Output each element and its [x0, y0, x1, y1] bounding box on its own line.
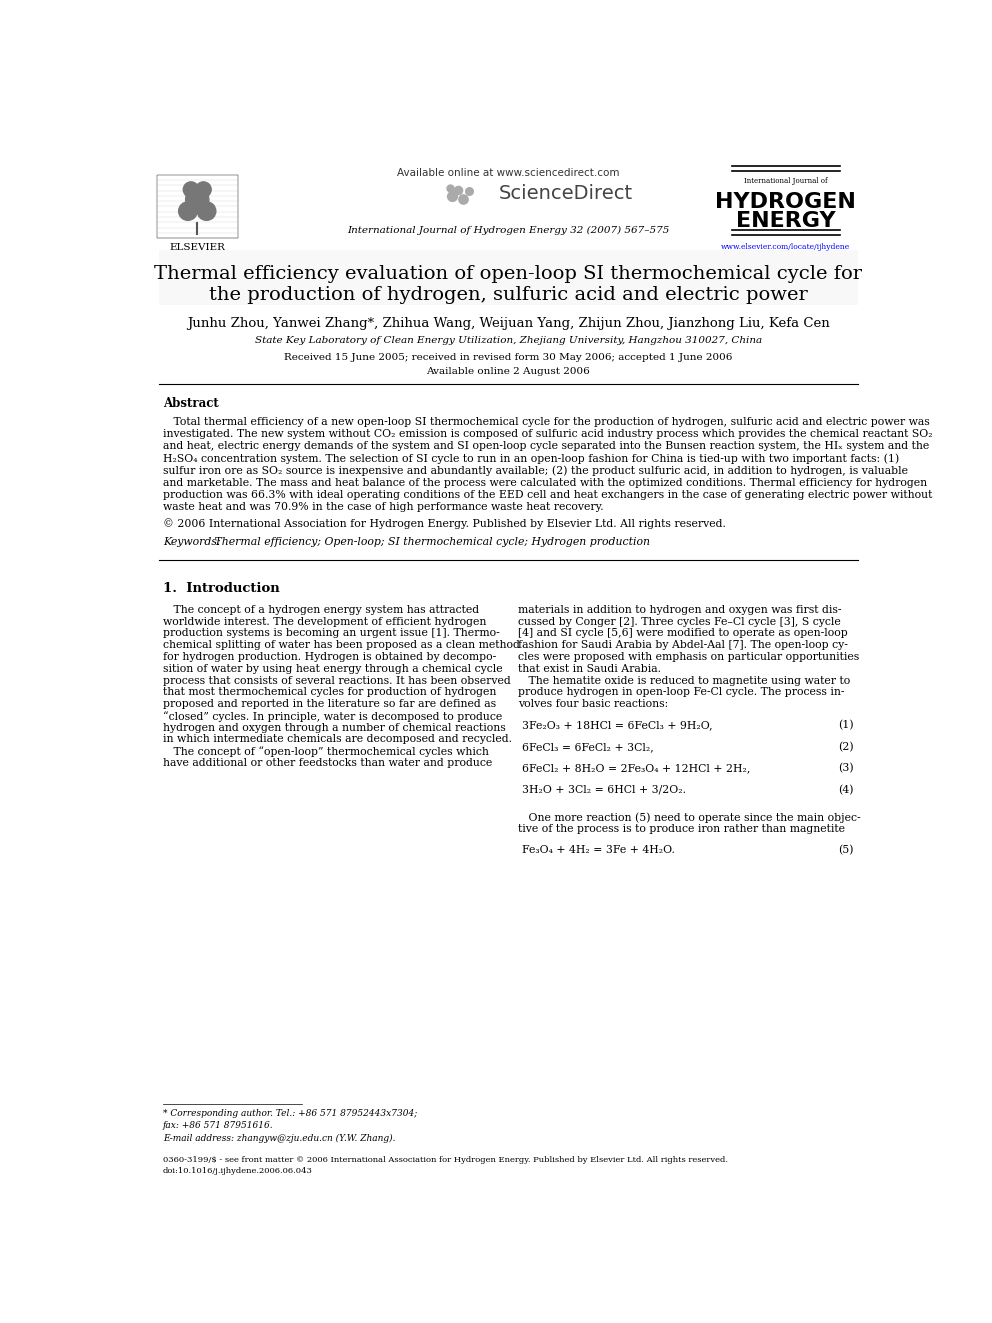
Point — [461, 180, 477, 201]
Text: worldwide interest. The development of efficient hydrogen: worldwide interest. The development of e… — [163, 617, 486, 627]
Text: E-mail address: zhangyw@zju.edu.cn (Y.W. Zhang).: E-mail address: zhangyw@zju.edu.cn (Y.W.… — [163, 1134, 395, 1143]
Text: The concept of “open-loop” thermochemical cycles which: The concept of “open-loop” thermochemica… — [163, 746, 489, 757]
Text: production was 66.3% with ideal operating conditions of the EED cell and heat ex: production was 66.3% with ideal operatin… — [163, 490, 932, 500]
Bar — [159, 250, 858, 306]
Text: 6FeCl₃ = 6FeCl₂ + 3Cl₂,: 6FeCl₃ = 6FeCl₂ + 3Cl₂, — [522, 742, 654, 751]
Text: sulfur iron ore as SO₂ source is inexpensive and abundantly available; (2) the p: sulfur iron ore as SO₂ source is inexpen… — [163, 466, 908, 476]
Text: process that consists of several reactions. It has been observed: process that consists of several reactio… — [163, 676, 511, 685]
Text: have additional or other feedstocks than water and produce: have additional or other feedstocks than… — [163, 758, 492, 769]
Text: (5): (5) — [838, 845, 854, 856]
Text: State Key Laboratory of Clean Energy Utilization, Zhejiang University, Hangzhou : State Key Laboratory of Clean Energy Uti… — [255, 336, 762, 345]
Text: www.elsevier.com/locate/ijhydene: www.elsevier.com/locate/ijhydene — [721, 243, 850, 251]
Text: for hydrogen production. Hydrogen is obtained by decompo-: for hydrogen production. Hydrogen is obt… — [163, 652, 496, 662]
Text: and heat, electric energy demands of the system and SI open-loop cycle separated: and heat, electric energy demands of the… — [163, 441, 929, 451]
Text: chemical splitting of water has been proposed as a clean method: chemical splitting of water has been pro… — [163, 640, 520, 650]
Text: Available online at www.sciencedirect.com: Available online at www.sciencedirect.co… — [397, 168, 620, 179]
Text: (2): (2) — [838, 742, 854, 751]
Text: waste heat and was 70.9% in the case of high performance waste heat recovery.: waste heat and was 70.9% in the case of … — [163, 501, 603, 512]
Text: that most thermochemical cycles for production of hydrogen: that most thermochemical cycles for prod… — [163, 688, 496, 697]
Text: hydrogen and oxygen through a number of chemical reactions: hydrogen and oxygen through a number of … — [163, 722, 506, 733]
Text: [4] and SI cycle [5,6] were modified to operate as open-loop: [4] and SI cycle [5,6] were modified to … — [518, 628, 848, 639]
Text: materials in addition to hydrogen and oxygen was first dis-: materials in addition to hydrogen and ox… — [518, 605, 841, 615]
Text: investigated. The new system without CO₂ emission is composed of sulfuric acid i: investigated. The new system without CO₂… — [163, 429, 932, 439]
Text: doi:10.1016/j.ijhydene.2006.06.043: doi:10.1016/j.ijhydene.2006.06.043 — [163, 1167, 312, 1175]
Point — [443, 185, 459, 206]
Text: in which intermediate chemicals are decomposed and recycled.: in which intermediate chemicals are deco… — [163, 734, 512, 745]
Text: © 2006 International Association for Hydrogen Energy. Published by Elsevier Ltd.: © 2006 International Association for Hyd… — [163, 519, 725, 529]
Text: (4): (4) — [838, 785, 854, 795]
Point — [455, 188, 471, 209]
Text: the production of hydrogen, sulfuric acid and electric power: the production of hydrogen, sulfuric aci… — [209, 286, 807, 304]
Text: volves four basic reactions:: volves four basic reactions: — [518, 699, 669, 709]
Text: (3): (3) — [838, 763, 854, 774]
Circle shape — [197, 202, 216, 221]
Text: One more reaction (5) need to operate since the main objec-: One more reaction (5) need to operate si… — [518, 812, 861, 823]
Text: * Corresponding author. Tel.: +86 571 87952443x7304;: * Corresponding author. Tel.: +86 571 87… — [163, 1109, 417, 1118]
Text: proposed and reported in the literature so far are defined as: proposed and reported in the literature … — [163, 699, 496, 709]
Text: International Journal of Hydrogen Energy 32 (2007) 567–575: International Journal of Hydrogen Energy… — [347, 226, 670, 235]
Text: 3H₂O + 3Cl₂ = 6HCl + 3/2O₂.: 3H₂O + 3Cl₂ = 6HCl + 3/2O₂. — [522, 785, 685, 795]
Text: produce hydrogen in open-loop Fe-Cl cycle. The process in-: produce hydrogen in open-loop Fe-Cl cycl… — [518, 688, 844, 697]
Circle shape — [184, 181, 198, 197]
Bar — [157, 175, 238, 238]
Text: Abstract: Abstract — [163, 397, 218, 410]
Text: Thermal efficiency evaluation of open-loop SI thermochemical cycle for: Thermal efficiency evaluation of open-lo… — [155, 265, 862, 283]
Text: “closed” cycles. In principle, water is decomposed to produce: “closed” cycles. In principle, water is … — [163, 710, 502, 722]
Text: Thermal efficiency; Open-loop; SI thermochemical cycle; Hydrogen production: Thermal efficiency; Open-loop; SI thermo… — [210, 537, 650, 548]
Text: (1): (1) — [838, 720, 854, 730]
Text: Available online 2 August 2006: Available online 2 August 2006 — [427, 366, 590, 376]
Text: 0360-3199/$ - see front matter © 2006 International Association for Hydrogen Ene: 0360-3199/$ - see front matter © 2006 In… — [163, 1156, 728, 1164]
Text: Keywords:: Keywords: — [163, 537, 220, 548]
Text: Fe₃O₄ + 4H₂ = 3Fe + 4H₂O.: Fe₃O₄ + 4H₂ = 3Fe + 4H₂O. — [522, 845, 675, 856]
Text: Received 15 June 2005; received in revised form 30 May 2006; accepted 1 June 200: Received 15 June 2005; received in revis… — [285, 353, 732, 361]
Circle shape — [195, 181, 211, 197]
Text: production systems is becoming an urgent issue [1]. Thermo-: production systems is becoming an urgent… — [163, 628, 500, 639]
Text: The hematite oxide is reduced to magnetite using water to: The hematite oxide is reduced to magneti… — [518, 676, 850, 685]
Text: The concept of a hydrogen energy system has attracted: The concept of a hydrogen energy system … — [163, 605, 479, 615]
Text: Total thermal efficiency of a new open-loop SI thermochemical cycle for the prod: Total thermal efficiency of a new open-l… — [163, 417, 930, 427]
Text: 3Fe₂O₃ + 18HCl = 6FeCl₃ + 9H₂O,: 3Fe₂O₃ + 18HCl = 6FeCl₃ + 9H₂O, — [522, 720, 712, 730]
Text: sition of water by using heat energy through a chemical cycle: sition of water by using heat energy thr… — [163, 664, 502, 673]
Circle shape — [179, 202, 197, 221]
Text: ELSEVIER: ELSEVIER — [170, 242, 225, 251]
Point — [442, 177, 458, 198]
Text: cles were proposed with emphasis on particular opportunities: cles were proposed with emphasis on part… — [518, 652, 859, 662]
Text: ENERGY: ENERGY — [736, 212, 835, 232]
Text: fax: +86 571 87951616.: fax: +86 571 87951616. — [163, 1122, 274, 1130]
Text: H₂SO₄ concentration system. The selection of SI cycle to run in an open-loop fas: H₂SO₄ concentration system. The selectio… — [163, 454, 899, 464]
Text: 1.  Introduction: 1. Introduction — [163, 582, 280, 595]
Text: fashion for Saudi Arabia by Abdel-Aal [7]. The open-loop cy-: fashion for Saudi Arabia by Abdel-Aal [7… — [518, 640, 848, 650]
Text: and marketable. The mass and heat balance of the process were calculated with th: and marketable. The mass and heat balanc… — [163, 478, 927, 488]
Text: ScienceDirect: ScienceDirect — [499, 184, 633, 202]
Text: Junhu Zhou, Yanwei Zhang*, Zhihua Wang, Weijuan Yang, Zhijun Zhou, Jianzhong Liu: Junhu Zhou, Yanwei Zhang*, Zhihua Wang, … — [187, 316, 829, 329]
Text: that exist in Saudi Arabia.: that exist in Saudi Arabia. — [518, 664, 661, 673]
Text: 6FeCl₂ + 8H₂O = 2Fe₃O₄ + 12HCl + 2H₂,: 6FeCl₂ + 8H₂O = 2Fe₃O₄ + 12HCl + 2H₂, — [522, 763, 750, 773]
Text: cussed by Conger [2]. Three cycles Fe–Cl cycle [3], S cycle: cussed by Conger [2]. Three cycles Fe–Cl… — [518, 617, 841, 627]
Point — [450, 179, 466, 200]
Text: tive of the process is to produce iron rather than magnetite: tive of the process is to produce iron r… — [518, 824, 845, 835]
Text: International Journal of: International Journal of — [744, 177, 827, 185]
Text: HYDROGEN: HYDROGEN — [715, 192, 856, 212]
Circle shape — [186, 188, 209, 212]
